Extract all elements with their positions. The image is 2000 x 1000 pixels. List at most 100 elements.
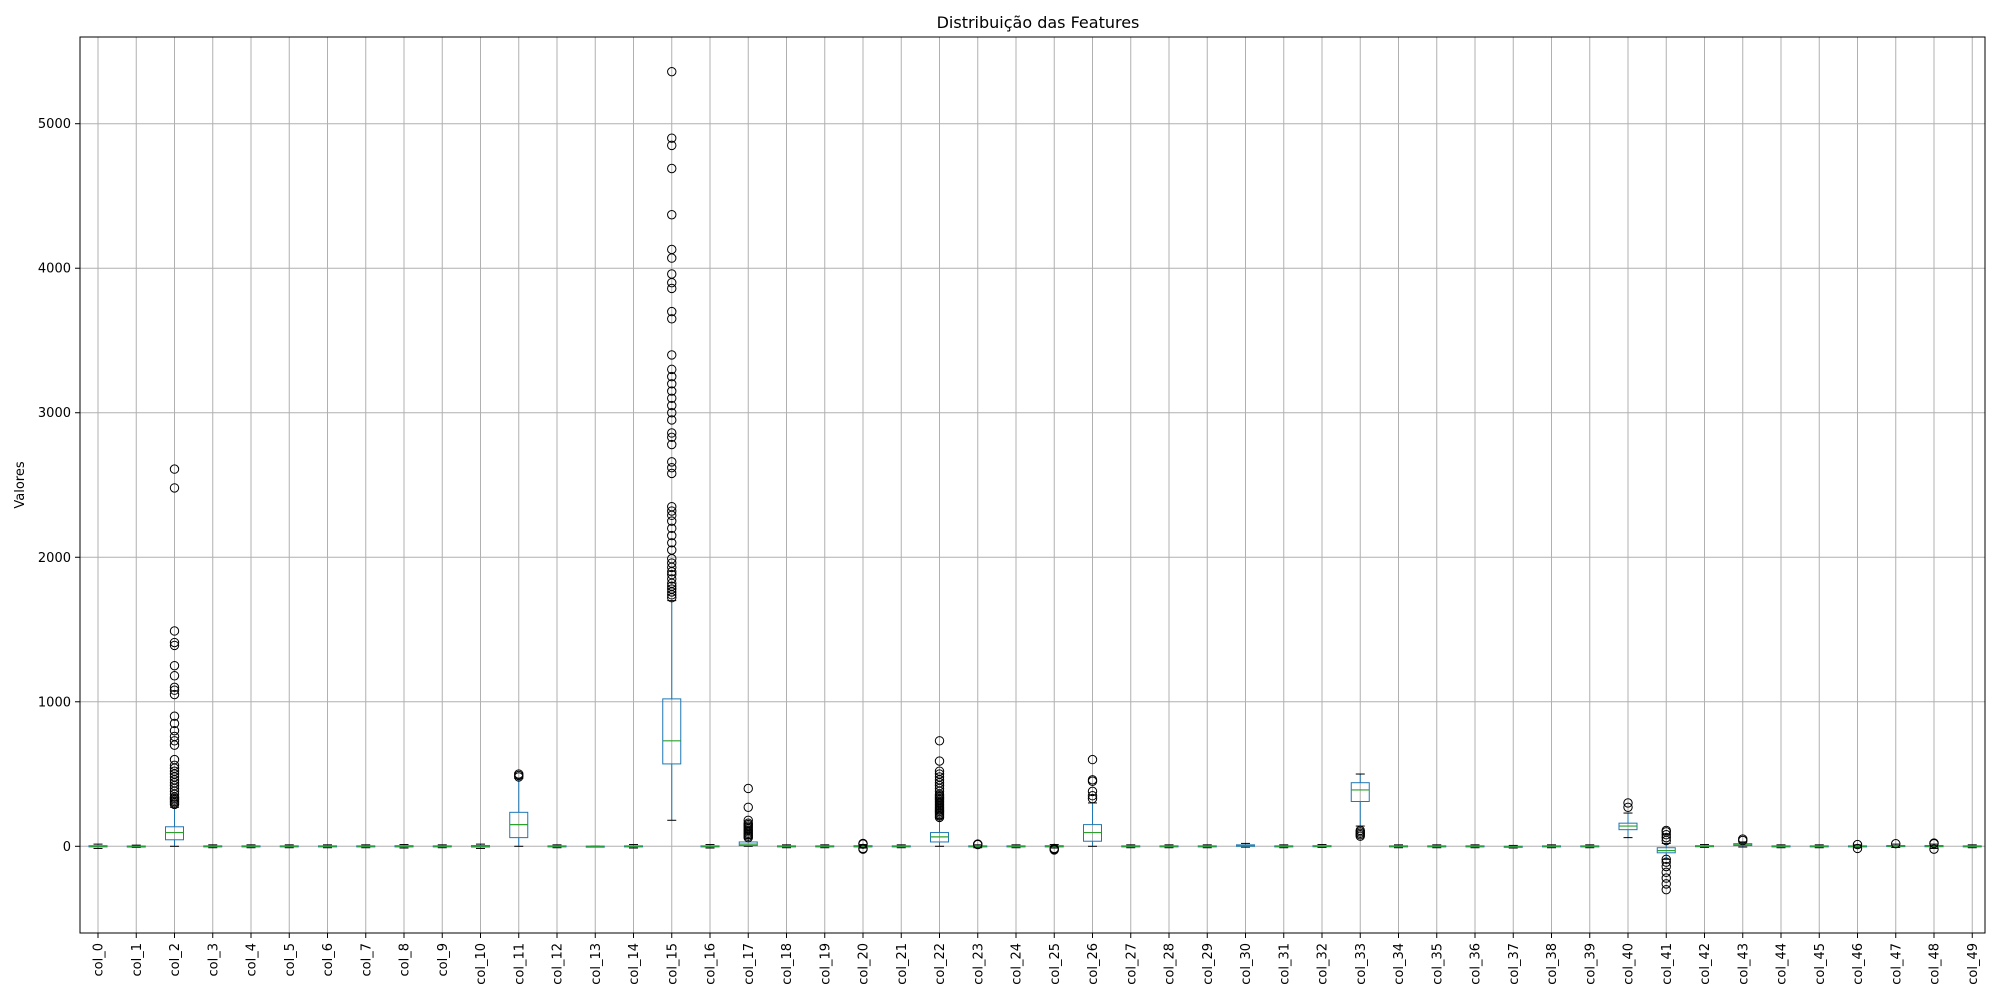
outlier-point (1661, 854, 1671, 864)
outlier-point (667, 400, 677, 411)
outlier-point (667, 516, 677, 526)
box-col_27 (1121, 844, 1141, 849)
outlier-point (667, 163, 677, 174)
outlier-point (1087, 793, 1098, 804)
outlier-point (1623, 802, 1633, 812)
outlier-point (667, 133, 677, 143)
y-tick-label: 0 (63, 840, 71, 855)
outlier-point (1891, 838, 1901, 849)
outlier-point (1738, 834, 1748, 844)
outlier-point (973, 839, 983, 849)
outlier-point (934, 772, 945, 782)
box-col_42 (1695, 844, 1714, 848)
outlier-point (169, 731, 180, 742)
outlier-point (667, 439, 677, 450)
outlier-point (169, 711, 180, 721)
x-tick-label: col_37 (1507, 943, 1522, 985)
x-tick-label: col_17 (742, 943, 757, 985)
outlier-point (743, 802, 753, 812)
outlier-point (667, 283, 677, 294)
x-tick-label: col_23 (971, 943, 986, 985)
outlier-point (169, 637, 180, 648)
outlier-point (1661, 861, 1671, 872)
x-tick-label: col_5 (283, 943, 298, 976)
outlier-point (667, 581, 677, 591)
box-col_47 (1886, 838, 1906, 849)
outlier-point (934, 756, 945, 766)
box-col_9 (432, 844, 452, 849)
outlier-point (667, 569, 677, 580)
outlier-point (1087, 775, 1098, 785)
box-col_37 (1503, 844, 1523, 849)
outlier-point (858, 838, 868, 849)
outlier-point (667, 140, 677, 151)
outlier-point (1087, 786, 1098, 797)
x-tick-label: col_21 (895, 943, 910, 985)
x-tick-label: col_49 (1966, 943, 1981, 985)
y-tick-label: 1000 (38, 695, 71, 710)
outlier-point (169, 754, 180, 765)
outlier-point (934, 766, 945, 776)
box-col_5 (279, 844, 299, 849)
outlier-point (169, 725, 180, 736)
x-tick-label: col_14 (627, 943, 642, 985)
outlier-point (169, 626, 180, 636)
outlier-point (667, 364, 677, 375)
x-tick-label: col_16 (704, 943, 719, 985)
box-col_38 (1542, 844, 1561, 849)
outlier-point (934, 736, 945, 746)
outlier-point (667, 432, 677, 443)
outlier-point (1852, 839, 1863, 850)
box-col_49 (1962, 844, 1982, 849)
outlier-point (169, 671, 180, 681)
box-col_15 (662, 66, 682, 821)
outlier-point (667, 244, 677, 255)
x-tick-label: col_29 (1201, 943, 1216, 985)
outlier-point (169, 660, 180, 671)
grid (80, 37, 1985, 933)
x-tick-label: col_28 (1163, 943, 1178, 985)
box-col_2 (165, 464, 184, 847)
box-col_8 (394, 844, 414, 849)
outlier-point (667, 584, 677, 594)
box-col_18 (777, 844, 796, 849)
x-tick-label: col_0 (92, 943, 107, 976)
x-tick-label: col_15 (665, 943, 680, 985)
box-col_28 (1159, 844, 1179, 849)
box-col_3 (203, 844, 223, 849)
x-tick-label: col_46 (1851, 943, 1866, 985)
x-tick-label: col_43 (1736, 943, 1751, 985)
outlier-point (667, 415, 677, 425)
outlier-point (934, 769, 945, 779)
box-col_13 (585, 845, 605, 848)
x-tick-label: col_4 (245, 943, 260, 976)
outlier-point (667, 350, 677, 360)
outlier-point (667, 538, 677, 548)
x-tick-label: col_9 (436, 943, 451, 976)
x-tick-label: col_26 (1086, 943, 1101, 985)
box-col_30 (1236, 842, 1255, 848)
box-col_24 (1006, 844, 1026, 849)
outlier-point (1661, 832, 1671, 843)
box-col_45 (1809, 844, 1829, 849)
outlier-point (667, 386, 677, 396)
outlier-point (169, 464, 180, 474)
boxes (88, 66, 1982, 895)
box-col_0 (88, 843, 108, 849)
box-col_25 (1044, 843, 1064, 855)
outlier-point (169, 760, 180, 771)
outlier-point (169, 483, 180, 493)
x-tick-label: col_6 (321, 943, 336, 976)
x-tick-label: col_12 (551, 943, 566, 985)
x-tick-label: col_47 (1889, 943, 1904, 985)
box-col_10 (471, 843, 490, 849)
box-col_40 (1618, 798, 1638, 839)
outlier-point (169, 736, 180, 746)
plot-frame (79, 36, 1986, 934)
outlier-point (667, 408, 677, 418)
box-col_22 (930, 736, 949, 847)
x-tick-label: col_8 (398, 943, 413, 976)
box-col_11 (509, 769, 529, 847)
box-col_43 (1733, 834, 1753, 848)
outlier-point (667, 501, 677, 512)
